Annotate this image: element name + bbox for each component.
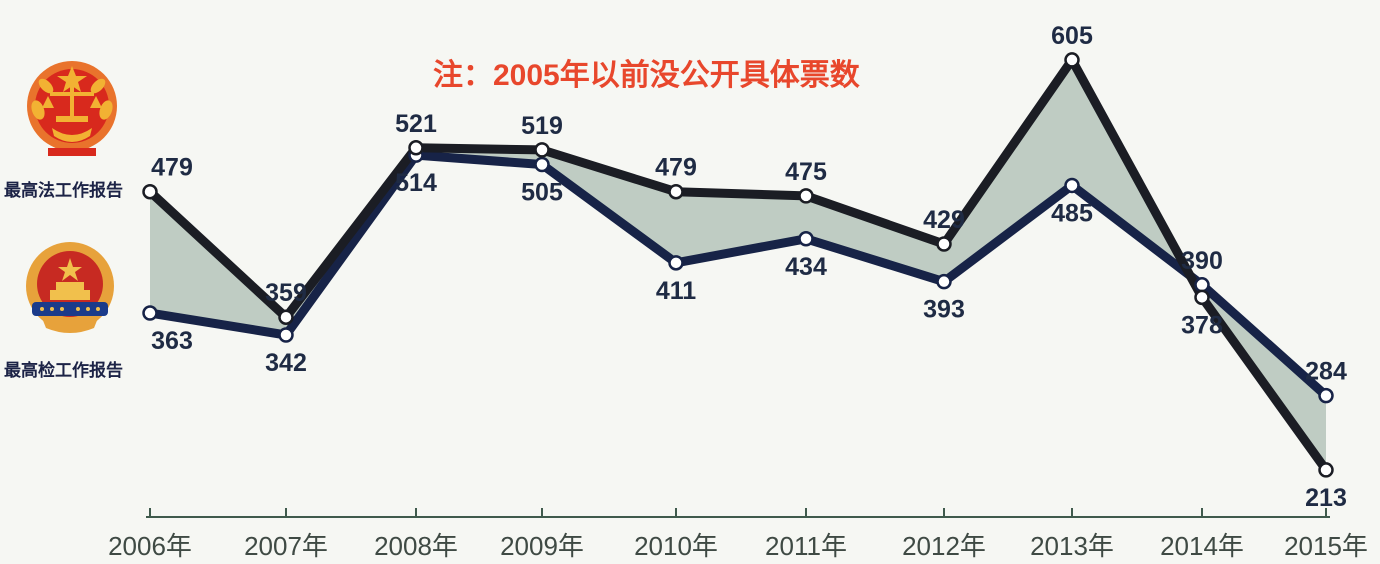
court-point	[142, 183, 158, 200]
procuratorate-value-label: 505	[521, 179, 563, 207]
x-tick-label: 2015年	[1284, 531, 1368, 561]
court-point	[278, 309, 294, 325]
x-tick-label: 2014年	[1160, 531, 1244, 561]
procuratorate-value-label: 434	[785, 253, 827, 281]
procuratorate-point	[534, 156, 550, 173]
procuratorate-emblem-icon	[26, 242, 114, 333]
procuratorate-value-label: 393	[923, 296, 965, 324]
court-value-label: 213	[1305, 484, 1347, 512]
court-point	[798, 188, 814, 204]
x-tick-label: 2009年	[500, 531, 584, 561]
court-value-label: 429	[923, 206, 965, 234]
court-value-label: 359	[265, 279, 307, 307]
x-tick-label: 2010年	[634, 531, 718, 561]
court-point	[1318, 462, 1334, 478]
x-tick-label: 2008年	[374, 531, 458, 561]
court-point	[534, 142, 550, 158]
court-value-label: 605	[1051, 22, 1093, 50]
procuratorate-legend-label: 最高检工作报告	[4, 361, 123, 380]
chart-note: 注：2005年以前没公开具体票数	[433, 59, 860, 92]
court-point	[668, 183, 684, 200]
court-value-label: 378	[1181, 311, 1223, 339]
x-tick-label: 2007年	[244, 531, 328, 561]
court-point	[1194, 289, 1210, 306]
court-value-label: 479	[655, 154, 697, 182]
court-value-label: 521	[395, 110, 437, 138]
procuratorate-point	[1318, 387, 1334, 404]
x-tick-label: 2006年	[108, 531, 192, 561]
gap-area	[150, 59, 1326, 470]
procuratorate-value-label: 342	[265, 349, 307, 377]
court-legend-label: 最高法工作报告	[4, 181, 123, 200]
procuratorate-value-label: 363	[151, 327, 193, 355]
court-value-label: 475	[785, 158, 827, 186]
procuratorate-point	[1194, 277, 1210, 293]
procuratorate-point	[936, 273, 952, 290]
procuratorate-point	[668, 255, 684, 271]
procuratorate-point	[1064, 177, 1080, 194]
procuratorate-value-label: 284	[1305, 358, 1347, 386]
procuratorate-value-label: 390	[1181, 247, 1223, 275]
supreme-court-emblem-icon	[27, 61, 117, 156]
procuratorate-series-line	[145, 150, 1331, 401]
court-value-label: 519	[521, 112, 563, 140]
procuratorate-point	[798, 231, 814, 247]
procuratorate-value-label: 485	[1051, 199, 1093, 227]
procuratorate-value-label: 411	[656, 277, 696, 305]
court-series-line	[145, 55, 1331, 475]
x-tick-label: 2012年	[902, 531, 986, 561]
court-point	[936, 236, 952, 252]
procuratorate-value-label: 514	[395, 169, 437, 197]
court-point	[408, 140, 424, 156]
x-tick-label: 2013年	[1030, 531, 1114, 561]
procuratorate-point	[278, 327, 294, 343]
court-value-label: 479	[151, 154, 193, 182]
x-tick-label: 2011年	[765, 531, 847, 561]
procuratorate-point	[142, 305, 158, 321]
court-point	[1064, 52, 1080, 68]
